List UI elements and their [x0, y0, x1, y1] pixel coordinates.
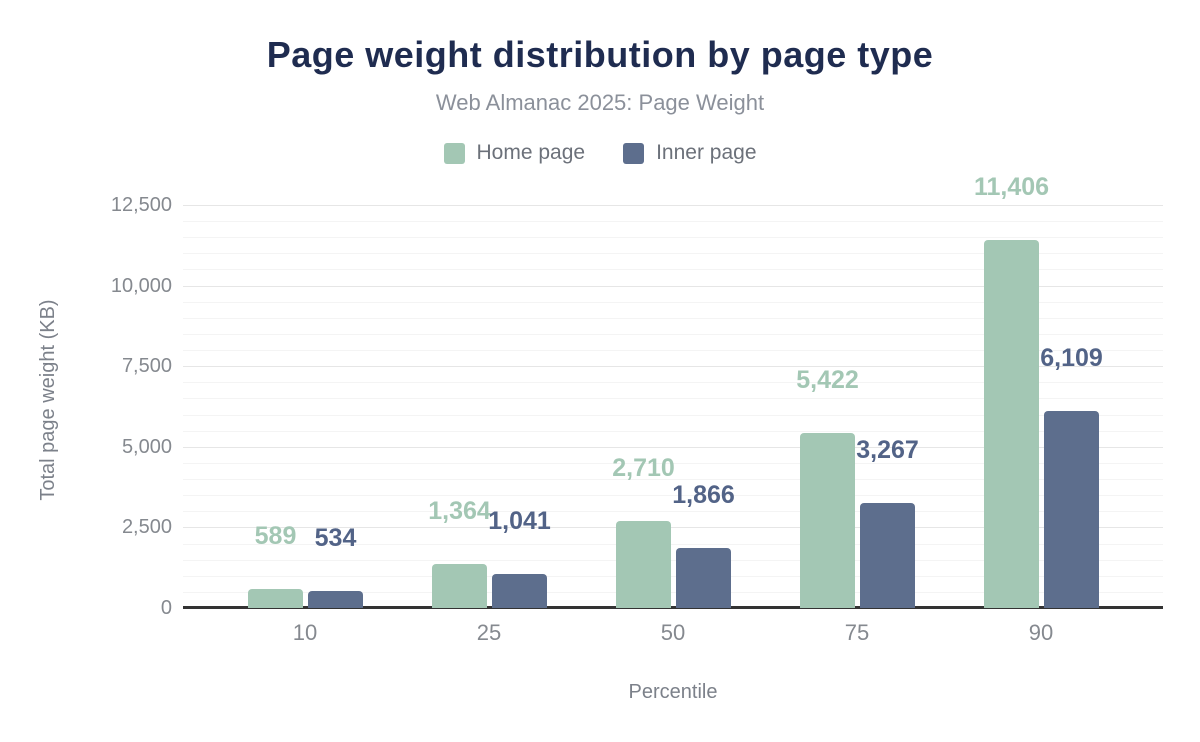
gridline-minor	[183, 495, 1163, 497]
y-tick-label: 2,500	[121, 516, 172, 539]
x-tick-label: 25	[476, 620, 502, 645]
legend-label-home-page: Home page	[476, 141, 586, 164]
legend: Home page Inner page	[0, 141, 1200, 165]
y-axis-title: Total page weight (KB)	[37, 299, 59, 501]
bar-value-label: 534	[314, 524, 357, 552]
x-tick-label: 50	[660, 620, 686, 645]
bar-home-page-p25[interactable]	[432, 564, 487, 608]
gridline-minor	[183, 382, 1163, 384]
bar-value-label: 5,422	[796, 366, 859, 394]
gridline-minor	[183, 575, 1163, 577]
gridline-minor	[183, 221, 1163, 223]
gridline-minor	[183, 430, 1163, 432]
x-tick-label: 10	[292, 620, 318, 645]
gridline-minor	[183, 398, 1163, 400]
bar-value-label: 589	[254, 522, 297, 550]
legend-item-inner-page[interactable]: Inner page	[623, 141, 757, 165]
bar-home-page-p90[interactable]	[984, 240, 1039, 608]
gridline-minor	[183, 511, 1163, 513]
x-tick-label: 90	[1028, 620, 1054, 645]
bar-home-page-p50[interactable]	[616, 521, 671, 608]
gridline-minor	[183, 559, 1163, 561]
gridline-minor	[183, 591, 1163, 593]
x-axis-line	[183, 606, 1163, 609]
gridline-minor	[183, 317, 1163, 319]
bar-value-label: 1,364	[428, 497, 491, 525]
bar-inner-page-p90[interactable]	[1044, 411, 1099, 608]
gridline-minor	[183, 253, 1163, 255]
gridline-minor	[183, 414, 1163, 416]
y-tick-label: 0	[160, 597, 172, 619]
gridline-minor	[183, 479, 1163, 481]
bar-inner-page-p10[interactable]	[308, 591, 363, 608]
bar-inner-page-p50[interactable]	[676, 548, 731, 608]
gridline-minor	[183, 269, 1163, 271]
y-tick-label: 7,500	[121, 355, 172, 378]
gridline-major	[183, 527, 1163, 529]
gridline-minor	[183, 543, 1163, 545]
bar-inner-page-p25[interactable]	[492, 574, 547, 608]
chart-title: Page weight distribution by page type	[266, 34, 934, 75]
y-tick-label: 12,500	[110, 194, 172, 216]
bar-value-label: 1,866	[672, 481, 735, 509]
x-tick-label: 75	[844, 620, 870, 645]
legend-item-home-page[interactable]: Home page	[443, 141, 586, 165]
gridline-minor	[183, 462, 1163, 464]
inner-page-swatch-icon	[623, 142, 645, 164]
y-tick-label: 10,000	[110, 274, 172, 297]
bar-inner-page-p75[interactable]	[860, 503, 915, 608]
y-tick-label: 5,000	[121, 435, 172, 458]
bar-value-label: 11,406	[973, 173, 1050, 201]
gridline-major	[183, 366, 1163, 368]
bar-home-page-p75[interactable]	[800, 433, 855, 608]
x-axis-title: Percentile	[628, 681, 718, 703]
gridline-minor	[183, 350, 1163, 352]
gridline-minor	[183, 237, 1163, 239]
gridline-major	[183, 205, 1163, 206]
gridline-minor	[183, 301, 1163, 303]
gridline-major	[183, 285, 1163, 287]
bar-value-label: 2,710	[612, 454, 675, 482]
bar-value-label: 1,041	[488, 507, 551, 535]
bar-value-label: 3,267	[856, 436, 919, 464]
legend-label-inner-page: Inner page	[656, 141, 757, 164]
bar-value-label: 6,109	[1040, 344, 1103, 372]
home-page-swatch-icon	[443, 142, 465, 164]
bar-home-page-p10[interactable]	[248, 589, 303, 608]
gridline-major	[183, 446, 1163, 448]
chart-subtitle: Web Almanac 2025: Page Weight	[435, 90, 765, 115]
gridline-minor	[183, 333, 1163, 335]
